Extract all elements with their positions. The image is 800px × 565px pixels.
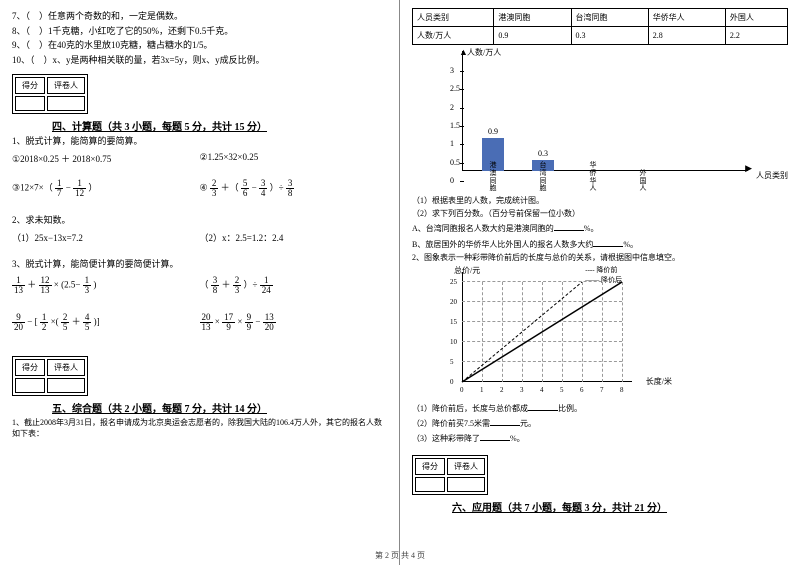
calc1-c: ③12×7×（ 17 − 112 ）	[12, 179, 200, 198]
lc-y-tick: 5	[450, 358, 454, 366]
x-category: 港澳同胞	[482, 162, 504, 193]
calc1-b: ②1.25×32×0.25	[200, 152, 388, 165]
lc-x-tick: 1	[480, 386, 484, 394]
q2-3: （3）这种彩带降了%。	[412, 431, 788, 444]
calc3-b: （ 38 ＋ 23 ）÷ 124	[200, 276, 388, 295]
q2-1: （1）降价前后，长度与总价都成比例。	[412, 401, 788, 414]
lc-y-tick: 25	[450, 278, 457, 286]
calc2-intro: 2、求未知数。	[12, 214, 387, 227]
lc-x-tick: 6	[580, 386, 584, 394]
calc2-b: （2）x：2.5=1.2：2.4	[200, 231, 388, 244]
calc3-intro: 3、脱式计算，能简便计算的要简便计算。	[12, 258, 387, 271]
q2-2: （2）降价前买7.5米需元。	[412, 416, 788, 429]
y-tick: 0.5	[450, 158, 460, 167]
q1-a: A、台湾同胞报名人数大约是港澳同胞的%。	[412, 221, 788, 234]
q1-1: （1）根据表里的人数，完成统计图。	[412, 195, 788, 206]
calc1-intro: 1、脱式计算，能简算的要简算。	[12, 135, 387, 148]
grader-label: 评卷人	[47, 77, 85, 94]
q1-b: B、旅居国外的华侨华人比外国人的报名人数多大约%。	[412, 237, 788, 250]
calc1-a: ①2018×0.25 ＋ 2018×0.75	[12, 152, 200, 165]
y-tick: 2	[450, 103, 454, 112]
right-column: 人员类别 港澳同胞 台湾同胞 华侨华人 外国人 人数/万人 0.9 0.3 2.…	[400, 0, 800, 565]
lc-x-tick: 4	[540, 386, 544, 394]
y-axis-title: 人数/万人	[467, 47, 501, 58]
y-tick: 1.5	[450, 121, 460, 130]
calc3-a: 113 ＋ 1213 × (2.5− 13 )	[12, 276, 200, 295]
lc-x-tick: 7	[600, 386, 604, 394]
lc-y-tick: 0	[450, 378, 454, 386]
y-tick: 1	[450, 139, 454, 148]
page-footer: 第 2 页 共 4 页	[0, 550, 800, 561]
chart-lines	[462, 282, 622, 382]
left-column: 7、（ ）任意两个奇数的和，一定是偶数。 8、（ ）1千克糖，小红吃了它的50%…	[0, 0, 400, 565]
y-tick: 3	[450, 66, 454, 75]
tf-8: 8、（ ）1千克糖，小红吃了它的50%，还剩下0.5千克。	[12, 25, 387, 38]
lc-x-tick: 3	[520, 386, 524, 394]
arrow-up-icon: ▲	[459, 47, 468, 57]
calc3-c: 920 − [ 12 ×( 25 ＋ 45 )]	[12, 313, 200, 332]
score-box-6: 得分评卷人	[412, 455, 488, 495]
q2-intro: 2、图象表示一种彩带降价前后的长度与总价的关系，请根据图中信息填空。	[412, 252, 788, 263]
lc-x-tick: 5	[560, 386, 564, 394]
calc1-d: ④ 23 ＋（ 56 − 34 ）÷ 38	[200, 179, 388, 198]
calc3-d: 2013 × 179 × 99 − 1320	[200, 313, 388, 332]
lc-x-tick: 0	[460, 386, 464, 394]
section-6-title: 六、应用题（共 7 小题，每题 3 分，共计 21 分）	[452, 499, 788, 514]
bar-value: 0.3	[532, 149, 554, 158]
tf-9: 9、（ ）在40克的水里放10克糖，糖占糖水的1/5。	[12, 39, 387, 52]
y-tick: 2.5	[450, 84, 460, 93]
tf-10: 10、（ ）x、y是两种相关联的量，若3x=5y，则x、y成反比例。	[12, 54, 387, 67]
score-box-5: 得分评卷人	[12, 356, 88, 396]
lc-x-title: 长度/米	[646, 376, 672, 387]
lc-x-tick: 2	[500, 386, 504, 394]
tf-7: 7、（ ）任意两个奇数的和，一定是偶数。	[12, 10, 387, 23]
line-after	[462, 282, 622, 382]
lc-y-tick: 10	[450, 338, 457, 346]
x-axis-title: 人员类别	[756, 170, 788, 181]
line-chart: ---- 降价前 —— 降价后 总价/元 长度/米 05101520250123…	[442, 267, 642, 397]
lc-x-tick: 8	[620, 386, 624, 394]
q1-2: （2）求下列百分数。（百分号前保留一位小数）	[412, 208, 788, 219]
score-label: 得分	[15, 77, 45, 94]
x-category: 华侨华人	[582, 162, 604, 193]
lc-y-tick: 15	[450, 318, 457, 326]
bar-chart: 人数/万人 ▲ ▶ 00.511.522.53 0.9港澳同胞0.3台湾同胞华侨…	[432, 51, 788, 191]
volunteer-table: 人员类别 港澳同胞 台湾同胞 华侨华人 外国人 人数/万人 0.9 0.3 2.…	[412, 8, 788, 45]
y-tick: 0	[450, 176, 454, 185]
comp1: 1、截止2008年3月31日，报名申请成为北京奥运会志愿者的，除我国大陆的106…	[12, 417, 387, 439]
x-category: 外国人	[632, 170, 654, 193]
calc2-a: （1）25x−13x=7.2	[12, 231, 200, 244]
x-category: 台湾同胞	[532, 162, 554, 193]
section-4-title: 四、计算题（共 3 小题，每题 5 分，共计 15 分）	[52, 118, 387, 133]
lc-y-tick: 20	[450, 298, 457, 306]
lc-y-title: 总价/元	[454, 265, 480, 276]
arrow-right-icon: ▶	[745, 163, 752, 174]
section-5-title: 五、综合题（共 2 小题，每题 7 分，共计 14 分）	[52, 400, 387, 415]
score-box-4: 得分评卷人	[12, 74, 88, 114]
bar-value: 0.9	[482, 127, 504, 136]
line-before	[462, 282, 582, 382]
